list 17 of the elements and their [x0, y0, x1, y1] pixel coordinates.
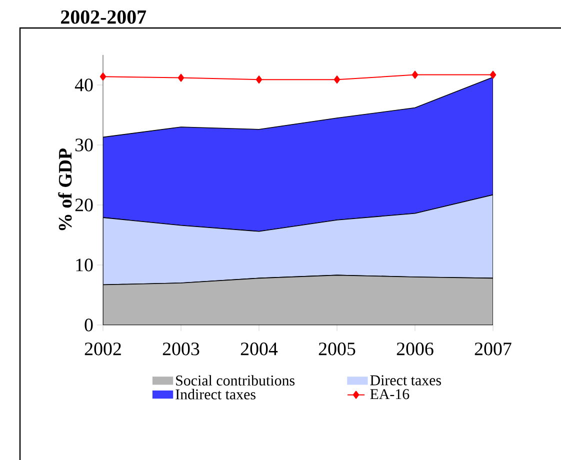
- x-tick-label: 2002: [84, 342, 121, 356]
- y-tick-label: 0: [84, 318, 93, 332]
- legend-label: Social contributions: [176, 375, 295, 386]
- y-tick-label: 40: [74, 78, 93, 92]
- y-tick-label: 10: [76, 258, 93, 272]
- x-tick-label: 2007: [474, 342, 512, 356]
- y-tick-label: 20: [75, 198, 93, 212]
- x-tick-label: 2005: [318, 342, 356, 356]
- y-axis-title: % of GDP: [58, 148, 72, 230]
- x-tick-label: 2006: [396, 342, 434, 356]
- x-tick-label: 2004: [240, 342, 278, 356]
- legend-label: Indirect taxes: [176, 388, 256, 400]
- x-tick-label: 2003: [162, 342, 200, 356]
- legend-label: Direct taxes: [370, 375, 442, 386]
- chart-title: 2002-2007: [61, 10, 146, 24]
- y-tick-label: 30: [75, 138, 93, 152]
- legend-label: EA-16: [370, 389, 410, 400]
